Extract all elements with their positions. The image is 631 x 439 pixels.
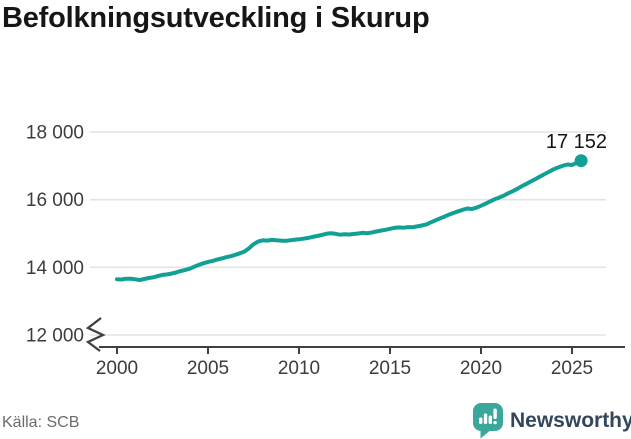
newsworthy-logo[interactable]: Newsworthy	[472, 402, 631, 439]
x-axis-label: 2015	[369, 358, 411, 379]
x-axis-label: 2005	[187, 358, 229, 379]
source-label: Källa: SCB	[2, 414, 80, 431]
newsworthy-wordmark: Newsworthy	[510, 408, 631, 432]
x-axis-label: 2020	[460, 358, 502, 379]
x-axis-label: 2000	[96, 358, 138, 379]
x-axis-label: 2025	[551, 358, 593, 379]
y-axis-label: 14 000	[26, 258, 84, 279]
newsworthy-icon	[473, 403, 503, 439]
y-axis-label: 16 000	[26, 190, 84, 211]
population-line-chart: 12 000 14 000 16 000 18 000 2000 2005 2010 2015…	[26, 123, 625, 379]
x-axis-label: 2010	[278, 358, 320, 379]
y-axis-label: 18 000	[26, 123, 84, 144]
chart-title: Befolkningsutveckling i Skurup	[2, 2, 430, 34]
y-axis-label: 12 000	[26, 326, 84, 347]
axis-break-icon	[85, 317, 106, 352]
end-point-dot	[574, 154, 588, 168]
series-line	[115, 158, 584, 282]
end-value-label: 17 152	[546, 131, 607, 153]
